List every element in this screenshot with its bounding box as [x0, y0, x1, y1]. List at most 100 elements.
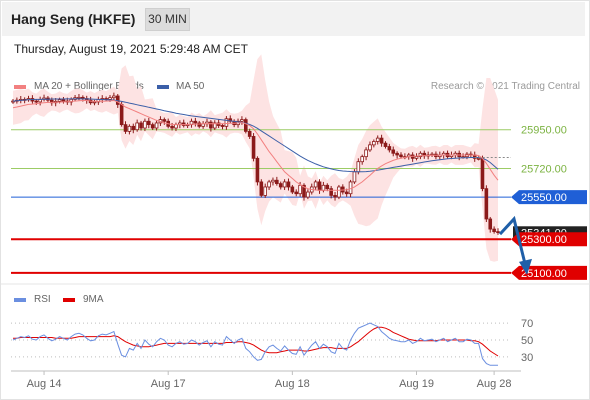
- level-label-25300: 25300.00: [521, 234, 567, 246]
- legend-rsi: RSI: [14, 294, 51, 305]
- candle-body: [375, 137, 380, 142]
- rsi-legend-label: RSI: [34, 294, 51, 305]
- ma50-legend-label: MA 50: [176, 81, 205, 92]
- candle-body: [356, 161, 361, 173]
- level-label-25100: 25100.00: [521, 268, 567, 280]
- candle-body: [313, 181, 318, 188]
- ma9-legend-label: 9MA: [83, 294, 104, 305]
- candle-body: [251, 136, 256, 159]
- level-label-25950: 25950.00: [521, 125, 567, 137]
- rsi-ma-line: [13, 326, 499, 357]
- level-tag-25300: [511, 232, 587, 247]
- candle-body: [302, 184, 306, 198]
- level-tag-25100: [511, 265, 587, 280]
- candle-body: [352, 171, 357, 183]
- candle-body: [123, 124, 128, 132]
- ma20-swatch: [14, 85, 26, 89]
- candle-body: [212, 122, 217, 129]
- level-tag-25550: [511, 190, 587, 205]
- x-label-aug-17: Aug 17: [151, 378, 186, 390]
- legend-9ma: 9MA: [63, 294, 104, 305]
- candle-body: [57, 99, 62, 102]
- candle-body: [108, 97, 112, 100]
- candle-body: [162, 119, 167, 122]
- timestamp: Thursday, August 19, 2021 5:29:48 AM CET: [14, 42, 248, 56]
- candle-body: [337, 186, 341, 198]
- candle-body: [294, 191, 299, 195]
- candle-body: [484, 188, 489, 220]
- level-label-25720: 25720.00: [521, 163, 567, 175]
- candle-body: [306, 191, 310, 198]
- candle-body: [220, 125, 225, 127]
- bollinger-band: [13, 54, 498, 262]
- candle-body: [127, 125, 132, 132]
- candle-body: [240, 119, 244, 122]
- candle-body: [286, 181, 291, 188]
- forecast-arrow: [498, 215, 528, 269]
- candle-body: [391, 149, 396, 154]
- candle-body: [418, 152, 423, 158]
- candle-body: [119, 104, 124, 126]
- candle-body: [480, 157, 485, 190]
- candle-body: [247, 130, 252, 137]
- timeframe-button[interactable]: 30 MIN: [145, 8, 190, 31]
- candle-body: [34, 100, 39, 103]
- ma50-swatch: [157, 85, 169, 89]
- candle-body: [321, 184, 326, 191]
- candle-body: [170, 125, 174, 129]
- candle-body: [383, 142, 388, 147]
- candle-body: [112, 95, 116, 99]
- candle-body: [329, 188, 333, 196]
- candle-body: [488, 218, 493, 230]
- x-label-aug-19: Aug 19: [399, 378, 434, 390]
- legend-ma50: MA 50: [157, 81, 204, 92]
- candle-body: [360, 156, 364, 163]
- candle-body: [364, 149, 368, 158]
- legend-ma20: MA 20 + Bollinger Bands: [14, 81, 144, 92]
- candle-body: [395, 152, 399, 156]
- candle-body: [325, 184, 330, 190]
- rsi-tick-70: 70: [521, 318, 533, 330]
- rsi-line: [12, 322, 498, 366]
- ma20-line: [12, 99, 499, 191]
- candle-body: [275, 179, 279, 185]
- ma20-legend-label: MA 20 + Bollinger Bands: [34, 81, 144, 92]
- candle-body: [399, 154, 403, 158]
- candle-body: [143, 120, 147, 129]
- candle-body: [193, 120, 198, 124]
- header-bar: [2, 2, 585, 36]
- candle-body: [146, 120, 151, 126]
- candle-body: [174, 124, 178, 129]
- forecast-arrowhead: [519, 258, 532, 275]
- candle-body: [61, 99, 66, 102]
- candle-body: [154, 122, 159, 129]
- instrument-title: Hang Seng (HKFE): [11, 11, 136, 27]
- candle-body: [379, 137, 384, 144]
- candle-body: [224, 118, 229, 127]
- candle-body: [81, 96, 85, 99]
- x-label-aug-18: Aug 18: [275, 378, 310, 390]
- ma50-line: [12, 98, 499, 173]
- rsi-swatch: [14, 298, 26, 302]
- candle-body: [372, 141, 376, 146]
- candle-body: [209, 121, 213, 129]
- candle-body: [263, 186, 267, 196]
- candle-body: [476, 157, 481, 160]
- candle-body: [492, 228, 496, 233]
- candle-body: [344, 191, 349, 195]
- ma9-swatch: [63, 298, 75, 302]
- x-label-aug-28: Aug 28: [477, 378, 512, 390]
- candle-body: [139, 122, 143, 129]
- candle-body: [131, 125, 136, 131]
- candle-body: [92, 101, 97, 104]
- candle-body: [496, 231, 500, 234]
- level-label-25550: 25550.00: [521, 192, 567, 204]
- candle-body: [298, 184, 302, 195]
- candle-body: [368, 144, 372, 151]
- candle-body: [255, 157, 260, 183]
- candle-body: [282, 181, 287, 188]
- candle-body: [259, 181, 264, 196]
- candle-body: [271, 179, 275, 183]
